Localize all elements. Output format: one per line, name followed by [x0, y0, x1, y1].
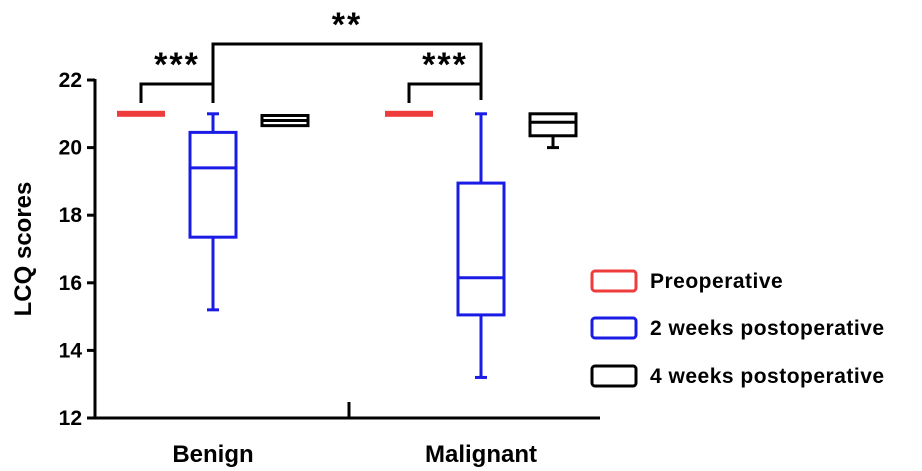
- box-flat-bar: [117, 110, 165, 117]
- legend-label: 4 weeks postoperative: [650, 365, 885, 388]
- box-2-weeks-postoperative: [188, 112, 238, 312]
- y-tick-label: 12: [59, 407, 82, 430]
- legend: Preoperative 2 weeks postoperative 4 weeks…: [590, 269, 885, 388]
- legend-swatch: [590, 316, 638, 340]
- box-flat-bar: [385, 110, 433, 117]
- box-2-weeks-postoperative: [456, 112, 506, 379]
- significance-bracket: ***: [139, 46, 215, 103]
- box-iqr: [528, 112, 578, 138]
- y-tick-label: 22: [59, 69, 82, 92]
- significance-label: **: [332, 6, 362, 44]
- x-category-label: Benign: [172, 441, 253, 468]
- legend-item: Preoperative: [590, 269, 783, 293]
- box-plots: [117, 110, 578, 379]
- box-4-weeks-postoperative: [260, 113, 310, 128]
- box-4-weeks-postoperative: [528, 112, 578, 150]
- bracket-line: [139, 82, 215, 103]
- y-tick-label: 20: [59, 137, 82, 160]
- significance-brackets: *** *****: [139, 6, 483, 103]
- significance-label: ***: [154, 46, 200, 84]
- box-iqr: [456, 181, 506, 317]
- y-tick-label: 18: [59, 204, 83, 227]
- legend-item: 2 weeks postoperative: [590, 316, 885, 340]
- x-category-label: Malignant: [425, 441, 537, 468]
- legend-item: 4 weeks postoperative: [590, 364, 885, 388]
- bracket-line: [211, 42, 483, 99]
- legend-swatch: [590, 269, 638, 293]
- box-iqr: [188, 130, 238, 239]
- significance-bracket: ***: [407, 46, 483, 103]
- box-preoperative: [385, 110, 433, 117]
- legend-swatch: [590, 364, 638, 388]
- legend-label: 2 weeks postoperative: [650, 317, 885, 340]
- y-tick-label: 16: [59, 272, 82, 295]
- axes: 12 14 16 18 20 22 Benign Malignant LCQ scores: [10, 69, 600, 468]
- legend-label: Preoperative: [650, 270, 783, 293]
- box-preoperative: [117, 110, 165, 117]
- significance-bracket: **: [211, 6, 483, 99]
- y-axis-title: LCQ scores: [10, 182, 37, 317]
- y-tick-label: 14: [59, 339, 83, 362]
- bracket-line: [407, 82, 483, 103]
- significance-label: ***: [422, 46, 468, 84]
